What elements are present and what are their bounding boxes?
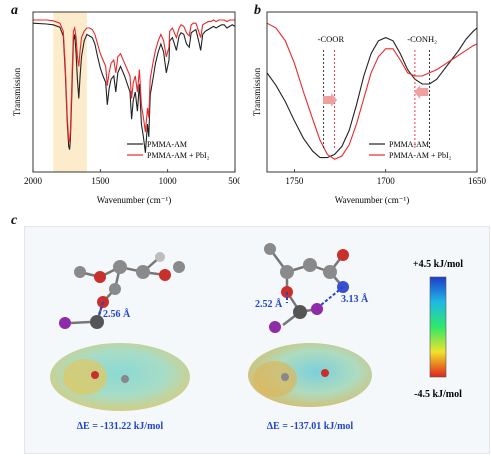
- peak-annotation: -COOR: [318, 34, 345, 44]
- plot-frame-a: [32, 11, 236, 173]
- carbon-atom: [264, 243, 276, 255]
- series-line-pmma-am-pbi2: [33, 19, 235, 144]
- pb-i-bond: [70, 320, 91, 325]
- legend-entry: PMMA-AM + PbI₂: [147, 151, 210, 160]
- coordination-bond: [98, 301, 104, 316]
- ftir-chart-zoom: 1750 1700 1650 -COOR -CONH₂ Wavenumber (cm⁻…: [252, 11, 487, 205]
- lead-atom: [293, 305, 307, 319]
- hydrogen-atom: [155, 252, 165, 262]
- x-tick-label: 1700: [377, 176, 396, 186]
- binding-energy-right: ΔE = -137.01 kJ/mol: [267, 421, 354, 432]
- panel-label-b: b: [254, 3, 261, 18]
- carbon-atom: [280, 265, 294, 279]
- y-axis-label-a: Transmission: [12, 67, 22, 116]
- oxygen-atom: [94, 271, 106, 283]
- x-tick-label: 1750: [285, 176, 304, 186]
- series-line-pmma-am-pbi2: [266, 22, 478, 160]
- binding-energy-left: ΔE = -131.22 kJ/mol: [77, 421, 164, 432]
- peak-annotation: -CONH₂: [407, 34, 437, 44]
- iodine-atom: [311, 303, 323, 315]
- shift-arrow: [323, 93, 338, 107]
- colorbar-max-label: +4.5 kJ/mol: [413, 259, 463, 270]
- x-tick-label: 500: [228, 176, 240, 186]
- ftir-chart-full: 2000 1500 1000 500 Wavenumber (cm⁻¹) Transm…: [12, 11, 240, 205]
- legend-entry: PMMA-AM: [389, 140, 429, 149]
- carbon-atom: [136, 265, 150, 279]
- bond-length-label: 2.56 Å: [103, 308, 131, 320]
- legend-entry: PMMA-AM: [147, 140, 187, 149]
- bond-length-label: 3.13 Å: [341, 293, 369, 305]
- lead-atom: [90, 315, 104, 329]
- carbon-atom: [173, 261, 185, 273]
- y-axis-label-b: Transmission: [252, 67, 262, 116]
- x-tick-label: 1000: [159, 176, 178, 186]
- x-tick-label: 1650: [468, 176, 487, 186]
- dft-structures-panel: 2.56 Å ΔE = -131.22 kJ/mol: [24, 226, 490, 454]
- panel-label-c: c: [11, 213, 18, 228]
- carbon-atom: [113, 260, 127, 274]
- carbon-atom: [74, 266, 86, 278]
- carbon-atom: [109, 283, 121, 295]
- carbon-atom: [303, 258, 317, 272]
- oxygen-atom: [159, 269, 171, 281]
- colorbar-min-label: -4.5 kJ/mol: [414, 389, 462, 400]
- shift-arrow: [414, 85, 429, 99]
- x-tick-label: 1500: [91, 176, 110, 186]
- x-axis-label-b: Wavenumber (cm⁻¹): [335, 195, 409, 205]
- legend-entry: PMMA-AM + PbI₂: [389, 151, 452, 160]
- dft-illustration: 2.56 Å ΔE = -131.22 kJ/mol: [50, 243, 463, 432]
- x-tick-label: 2000: [24, 176, 43, 186]
- panel-label-a: a: [11, 3, 18, 18]
- bond-length-label: 2.52 Å: [255, 298, 283, 310]
- iodine-atom: [59, 317, 71, 329]
- plot-frame-b: [266, 11, 478, 173]
- oxygen-atom: [337, 249, 349, 261]
- esp-colorbar: [429, 276, 447, 378]
- carbon-atom: [323, 265, 337, 279]
- x-axis-label-a: Wavenumber (cm⁻¹): [97, 195, 171, 205]
- series-line-pmma-am: [32, 22, 236, 153]
- series-line-pmma-am: [266, 27, 478, 159]
- iodine-atom: [269, 321, 281, 333]
